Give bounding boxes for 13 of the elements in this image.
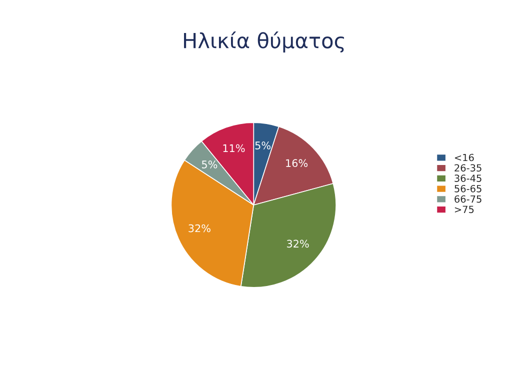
- legend-label: <16: [454, 154, 474, 162]
- legend-label: 56-65: [454, 184, 482, 192]
- data-label: 16%: [286, 159, 308, 168]
- legend-label: 36-45: [454, 174, 482, 182]
- legend-label: >75: [454, 206, 474, 214]
- data-label: 32%: [188, 224, 210, 232]
- legend-label: 66-75: [454, 195, 482, 203]
- chart-title: Ηλικία θύματος: [184, 31, 344, 53]
- legend-label: 26-35: [454, 164, 482, 172]
- data-label: 11%: [223, 144, 245, 152]
- data-label: 5%: [202, 160, 218, 168]
- data-label: 5%: [255, 142, 271, 150]
- data-label: 32%: [287, 240, 309, 248]
